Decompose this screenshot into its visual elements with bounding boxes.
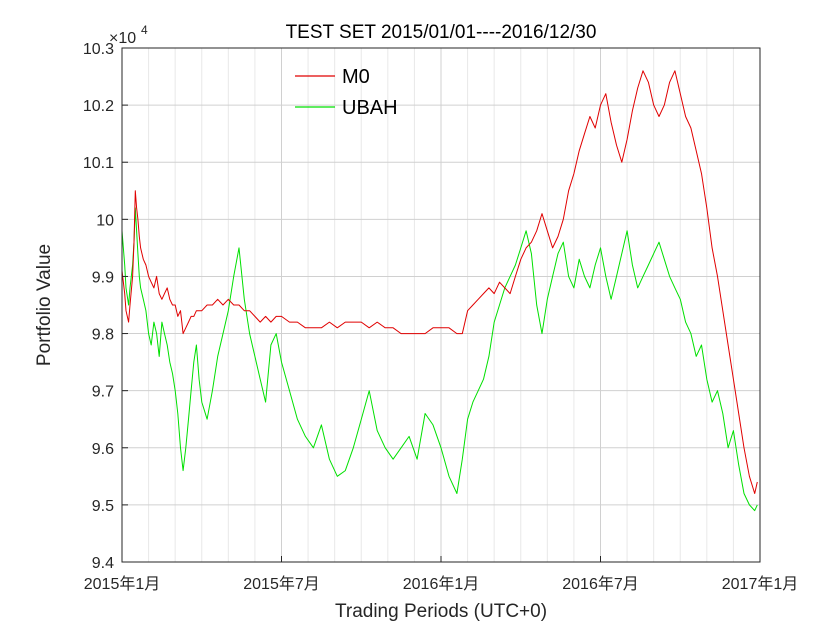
ticks	[121, 47, 761, 563]
y-axis-multiplier: ×10 4	[109, 23, 148, 47]
x-tick-label: 2017年1月	[722, 575, 799, 593]
x-tick-label: 2015年7月	[243, 575, 320, 593]
x-tick-label: 2016年7月	[562, 575, 639, 593]
series-line-m0	[121, 70, 758, 494]
y-tick-labels: 9.4 9.5 9.6 9.7 9.8 9.9 10 10.1 10.2 10.3	[83, 41, 114, 572]
x-tick-label: 2016年1月	[403, 575, 480, 593]
chart-title: TEST SET 2015/01/01----2016/12/30	[286, 22, 597, 43]
y-tick-label: 9.8	[92, 327, 114, 344]
x-tick-label: 2015年1月	[84, 575, 161, 593]
series-line-ubah	[121, 207, 758, 512]
legend: M0 UBAH	[295, 66, 398, 119]
x-tick-labels: 2015年1月 2015年7月 2016年1月 2016年7月 2017年1月	[84, 575, 799, 593]
grid	[121, 47, 761, 563]
y-tick-label: 10.3	[83, 41, 114, 58]
y-tick-label: 9.4	[92, 555, 114, 572]
y-axis-title: Portfolio Value	[34, 244, 55, 366]
y-multiplier-base: ×10	[109, 30, 136, 47]
x-axis-title: Trading Periods (UTC+0)	[335, 601, 547, 622]
legend-label-m0: M0	[342, 66, 370, 88]
series-layer	[121, 70, 758, 512]
y-tick-label: 10.1	[83, 155, 114, 172]
y-tick-label: 10	[96, 212, 114, 229]
y-tick-label: 9.6	[92, 441, 114, 458]
y-tick-label: 9.9	[92, 269, 114, 286]
y-tick-label: 9.5	[92, 498, 114, 515]
y-tick-label: 9.7	[92, 384, 114, 401]
y-multiplier-exponent: 4	[141, 23, 148, 37]
y-tick-label: 10.2	[83, 98, 114, 115]
legend-label-ubah: UBAH	[342, 97, 398, 119]
